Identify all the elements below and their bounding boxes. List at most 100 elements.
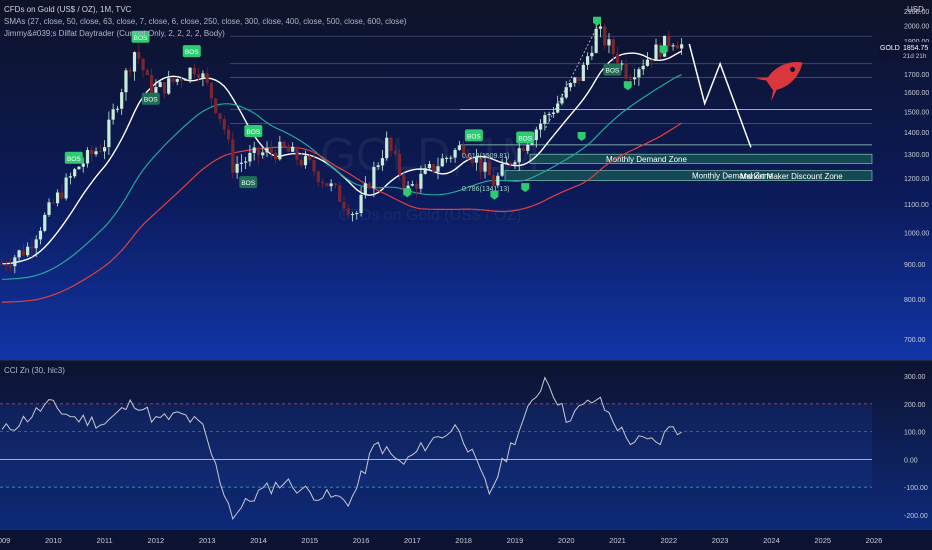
cci-legend[interactable]: CCI Zn (30, hlc3) xyxy=(4,366,65,375)
candle-body xyxy=(517,148,521,163)
candle-body xyxy=(680,44,684,49)
price-tick-label: 1100.00 xyxy=(904,202,929,209)
sma-legend[interactable]: SMAs (27, close, 50, close, 63, close, 7… xyxy=(4,17,407,26)
candle-body xyxy=(406,185,410,190)
candle-body xyxy=(500,163,504,176)
candle-body xyxy=(329,183,333,187)
candle-body xyxy=(620,63,624,65)
candle-body xyxy=(120,92,124,109)
candle-body xyxy=(359,194,363,213)
candle-body xyxy=(34,239,38,249)
candle-body xyxy=(205,73,209,83)
price-tick-label: 2000.00 xyxy=(904,24,929,31)
candle-body xyxy=(128,70,132,72)
countdown: 21d 21h xyxy=(903,53,927,60)
candle-body xyxy=(252,147,256,153)
candle-body xyxy=(90,149,94,155)
bos-marker: BOS xyxy=(516,131,535,144)
candle-body xyxy=(21,250,25,256)
fib-618-label: 0.618(1509.81) xyxy=(462,153,509,160)
candle-body xyxy=(641,65,645,70)
cci-tick-label: 100.00 xyxy=(904,430,926,437)
chart-title[interactable]: CFDs on Gold (US$ / OZ), 1M, TVC xyxy=(4,5,132,14)
candle-body xyxy=(38,230,43,240)
candle-body xyxy=(573,77,577,83)
candle-body xyxy=(534,129,538,141)
candle-body xyxy=(141,58,145,71)
candle-body xyxy=(577,77,581,81)
candle-body xyxy=(615,54,620,65)
time-tick-label: 2023 xyxy=(712,536,729,545)
candle-body xyxy=(628,78,632,80)
candle-body xyxy=(111,109,115,120)
candle-body xyxy=(184,79,188,81)
candle-body xyxy=(586,56,590,65)
candle-body xyxy=(231,139,235,173)
candle-body xyxy=(222,118,226,130)
candle-body xyxy=(209,82,214,99)
price-tick-label: 1400.00 xyxy=(904,130,929,137)
candle-body xyxy=(137,52,141,59)
candle-body xyxy=(320,181,325,184)
time-tick-label: 2017 xyxy=(404,536,421,545)
candle-body xyxy=(521,148,526,151)
current-symbol: GOLD xyxy=(880,45,900,52)
cci-scale[interactable]: 300.00 200.00 100.00 0.00 -100.00 -200.00 xyxy=(904,374,928,520)
time-tick-label: 2021 xyxy=(609,536,626,545)
candle-body xyxy=(598,26,603,29)
candle-body xyxy=(338,185,342,202)
time-tick-label: 2010 xyxy=(45,536,62,545)
indicator-legend[interactable]: Jimmy&#039;s Dilfat Daytrader (Current O… xyxy=(4,29,225,38)
fib-786-label: 0.786(1341.13) xyxy=(462,186,509,193)
time-axis[interactable]: 2009 2010 2011 2012 2013 2014 2015 2016 2017 2018… xyxy=(0,536,882,545)
watermark-sub: CFDs on Gold (US$ / OZ) xyxy=(338,207,521,224)
candle-body xyxy=(538,123,543,130)
candle-body xyxy=(158,82,162,88)
time-tick-label: 2024 xyxy=(763,536,780,545)
candle-body xyxy=(607,39,611,46)
candle-body xyxy=(590,52,594,57)
candle-body xyxy=(115,108,120,110)
candle-body xyxy=(17,250,21,258)
cci-tick-label: -100.00 xyxy=(904,485,928,492)
price-tick-label: 1500.00 xyxy=(904,109,929,116)
candle-body xyxy=(273,152,278,160)
candle-body xyxy=(444,157,449,159)
bos-label: BOS xyxy=(241,180,255,187)
pivot-marker xyxy=(577,132,586,142)
price-tick-label: 1200.00 xyxy=(904,176,929,183)
candle-body xyxy=(13,257,17,267)
bos-marker: BOS xyxy=(239,176,258,189)
candle-body xyxy=(73,169,77,177)
current-price-tag: GOLD 1854.75 21d 21h xyxy=(878,42,932,61)
candle-body xyxy=(150,74,154,99)
candle-body xyxy=(244,161,248,163)
candle-body xyxy=(197,74,201,78)
price-tick-label: 700.00 xyxy=(904,337,926,344)
candles-layer xyxy=(0,19,684,274)
candle-body xyxy=(47,202,51,215)
candle-body xyxy=(312,160,316,172)
candle-body xyxy=(487,162,491,176)
discount-zone-label: Market Maker Discount Zone xyxy=(740,172,843,181)
candle-body xyxy=(325,183,329,187)
candle-body xyxy=(154,87,158,99)
candle-body xyxy=(162,82,167,94)
candle-body xyxy=(171,78,175,82)
candle-body xyxy=(637,69,641,78)
candle-body xyxy=(568,82,573,88)
time-axis-background xyxy=(0,530,932,550)
currency-label[interactable]: USD xyxy=(907,5,924,14)
cci-tick-label: -200.00 xyxy=(904,513,928,520)
price-tick-label: 800.00 xyxy=(904,297,926,304)
candle-body xyxy=(278,141,282,160)
candle-body xyxy=(547,113,551,116)
candle-body xyxy=(201,73,205,78)
candle-body xyxy=(440,158,444,167)
bos-label: BOS xyxy=(144,97,158,104)
candle-body xyxy=(453,149,457,158)
candle-body xyxy=(179,79,184,81)
candle-body xyxy=(436,166,440,172)
bos-label: BOS xyxy=(185,49,199,56)
